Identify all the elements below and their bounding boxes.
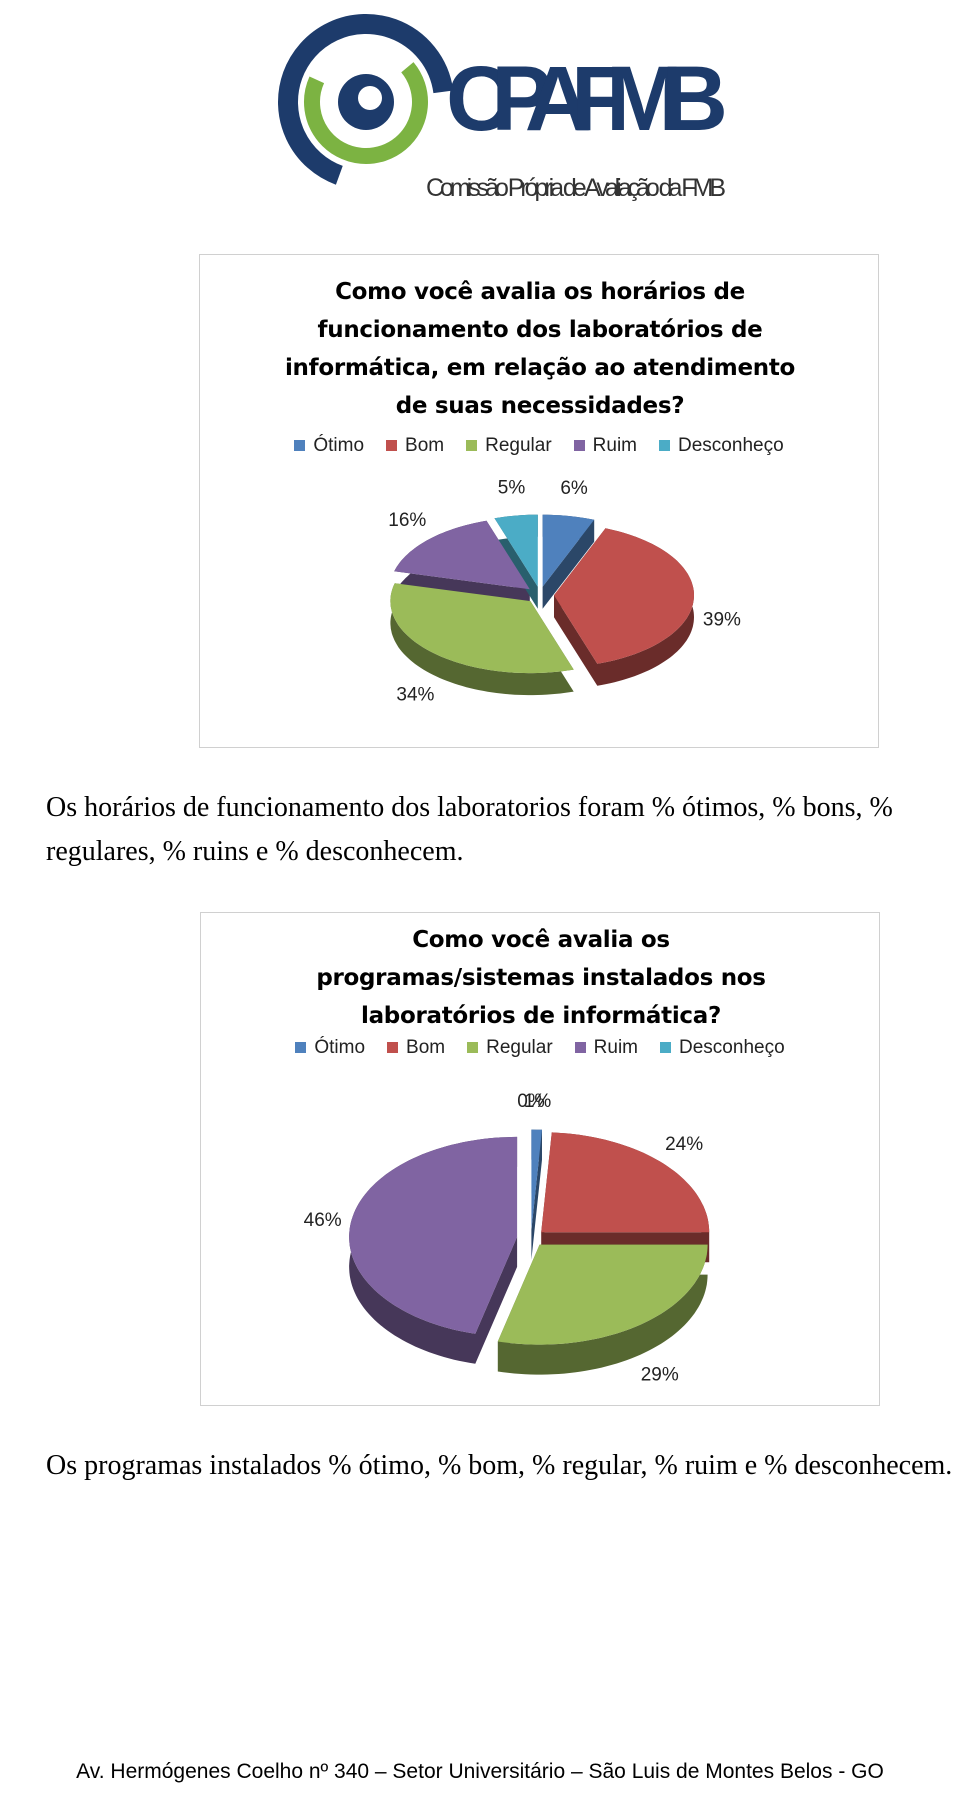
pie: 6% 39% 34% 16% 5% bbox=[388, 477, 741, 706]
logo: CPA FMB Comissão Própria de Avaliação da… bbox=[278, 14, 728, 202]
legend-label: Regular bbox=[486, 1037, 553, 1058]
legend-item: Regular bbox=[467, 1037, 553, 1059]
chart-title: Como você avalia os horários de funciona… bbox=[284, 279, 796, 419]
data-label: 39% bbox=[703, 609, 741, 630]
legend-label: Ótimo bbox=[313, 435, 365, 456]
legend-item: Desconheço bbox=[660, 1037, 785, 1059]
legend-swatch bbox=[574, 1042, 586, 1053]
slice bbox=[553, 528, 694, 664]
data-label: 5% bbox=[498, 477, 526, 498]
legend-swatch bbox=[295, 1042, 307, 1053]
data-label: 29% bbox=[641, 1364, 679, 1385]
legend-swatch bbox=[466, 440, 478, 451]
legend-label: Regular bbox=[485, 435, 552, 456]
slice-side bbox=[542, 514, 595, 609]
legend-label: Desconheço bbox=[679, 1037, 785, 1058]
legend-swatch bbox=[386, 440, 398, 451]
data-label: 24% bbox=[665, 1134, 703, 1155]
footer: Av. Hermógenes Coelho nº 340 – Setor Uni… bbox=[76, 1760, 884, 1783]
slice bbox=[531, 1129, 542, 1230]
slice bbox=[542, 514, 595, 587]
slice bbox=[349, 1136, 518, 1334]
chart-title: Como você avalia os programas/sistemas i… bbox=[316, 927, 766, 1029]
chart: Como você avalia os programas/sistemas i… bbox=[200, 912, 880, 1406]
legend-item: Desconheço bbox=[659, 435, 784, 457]
paragraph: Os programas instalados % ótimo, % bom, … bbox=[46, 1450, 953, 1481]
pie: 1% 24% 29% 46% 0% bbox=[304, 1091, 710, 1385]
slice bbox=[541, 1132, 710, 1233]
legend-swatch bbox=[387, 1042, 399, 1053]
legend-label: Desconheço bbox=[678, 435, 784, 456]
legend: Ótimo Bom Regular Ruim Desconheço bbox=[200, 435, 878, 457]
legend-swatch bbox=[294, 440, 306, 451]
legend-item: Ótimo bbox=[294, 435, 364, 457]
legend-label: Bom bbox=[405, 435, 445, 456]
legend-item: Regular bbox=[466, 435, 552, 457]
legend-item: Ruim bbox=[573, 435, 638, 457]
data-label: 6% bbox=[560, 478, 588, 499]
logo-title: CPA FMB bbox=[446, 48, 728, 150]
legend-label: Bom bbox=[406, 1037, 446, 1058]
legend-item: Bom bbox=[386, 435, 444, 457]
chart: Como você avalia os horários de funciona… bbox=[199, 254, 879, 748]
slice-side bbox=[531, 1129, 542, 1260]
data-label: 0% bbox=[517, 1091, 545, 1112]
slice-side bbox=[497, 1244, 708, 1375]
slice bbox=[497, 1244, 708, 1345]
legend-item: Bom bbox=[387, 1037, 445, 1059]
legend-swatch bbox=[659, 440, 671, 451]
slice bbox=[494, 514, 538, 587]
legend-item: Ótimo bbox=[295, 1037, 365, 1059]
slice bbox=[394, 520, 530, 590]
logo-dot bbox=[358, 86, 382, 110]
logo-ring bbox=[278, 14, 454, 190]
legend-swatch bbox=[467, 1042, 479, 1053]
data-label: 1% bbox=[524, 1091, 552, 1112]
legend-swatch bbox=[660, 1042, 672, 1053]
legend-item: Ruim bbox=[574, 1037, 639, 1059]
logo-subtitle: Comissão Própria de Avaliação da FMB bbox=[426, 174, 726, 202]
data-label: 16% bbox=[388, 510, 426, 531]
legend: Ótimo Bom Regular Ruim Desconheço bbox=[201, 1037, 879, 1059]
legend-label: Ótimo bbox=[314, 1037, 366, 1058]
legend-swatch bbox=[573, 440, 585, 451]
data-label: 34% bbox=[396, 685, 434, 706]
data-label: 46% bbox=[304, 1210, 342, 1231]
slice bbox=[390, 583, 574, 674]
paragraph: Os horários de funcionamento dos laborat… bbox=[46, 792, 893, 867]
legend-label: Ruim bbox=[592, 435, 638, 456]
legend-label: Ruim bbox=[593, 1037, 639, 1058]
